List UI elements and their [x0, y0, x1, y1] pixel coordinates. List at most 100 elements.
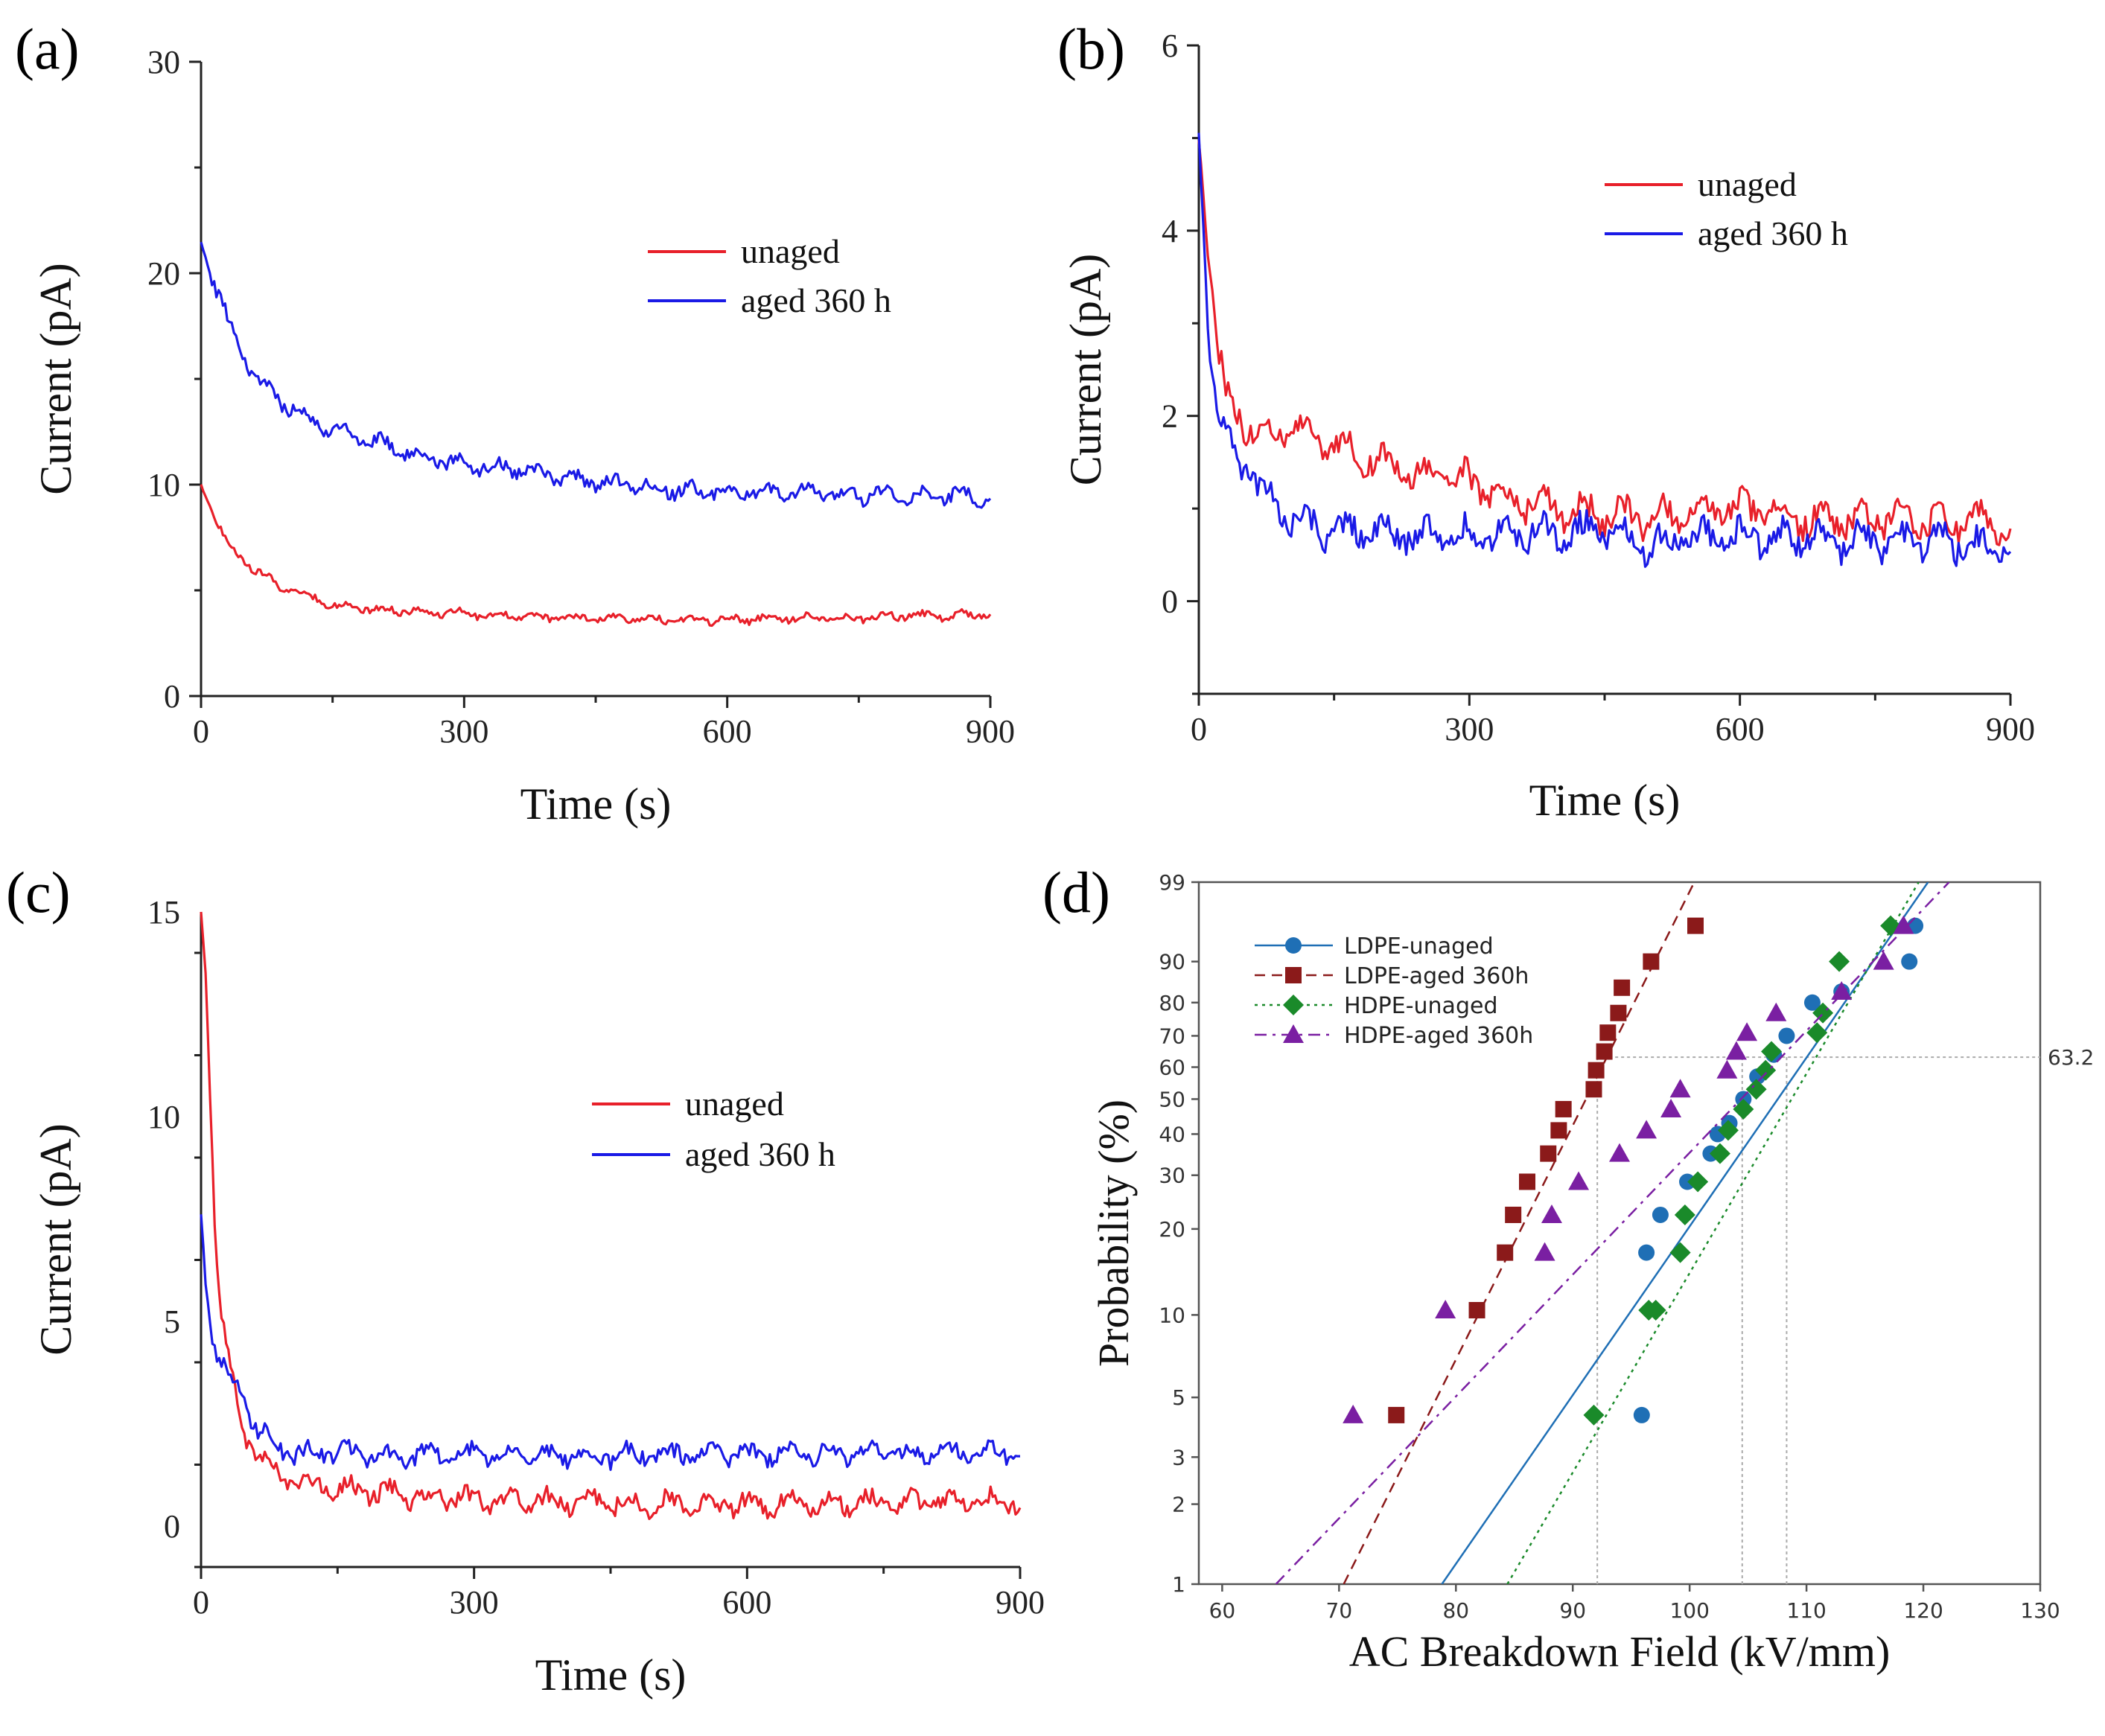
y-tick-label: 10	[147, 467, 180, 503]
y-tick-label: 0	[1162, 584, 1178, 620]
data-point-ldpe-aged-360h	[1614, 979, 1631, 996]
legend-label-unaged: unaged	[741, 232, 840, 270]
series-line-aged-360-h	[1197, 133, 2012, 568]
x-tick-label: 0	[1191, 711, 1207, 747]
data-point-hdpe-aged-360h	[1660, 1098, 1682, 1117]
y-tick-label: 2	[1162, 398, 1178, 435]
y-tick-label: 10	[1159, 1303, 1185, 1327]
legend-label-hdpe-unaged: HDPE-unaged	[1344, 993, 1497, 1019]
y-axis-title: Current (pA)	[31, 1123, 80, 1356]
x-tick-label: 110	[1786, 1598, 1826, 1623]
y-tick-label: 2	[1172, 1493, 1185, 1517]
x-axis-title: Time (s)	[535, 1650, 687, 1700]
data-point-ldpe-aged-360h	[1585, 1081, 1602, 1098]
x-tick-label: 130	[2020, 1598, 2060, 1623]
series-line-aged-360-h	[200, 1214, 1021, 1472]
y-tick-label: 60	[1159, 1055, 1185, 1079]
y-tick-label: 4	[1162, 213, 1178, 249]
series-line-unaged	[200, 911, 1022, 1520]
x-tick-label: 0	[193, 1584, 209, 1621]
data-point-ldpe-aged-360h	[1555, 1100, 1572, 1117]
x-tick-label: 300	[1445, 711, 1494, 747]
legend-label-ldpe-aged-360h: LDPE-aged 360h	[1344, 963, 1529, 989]
x-tick-label: 600	[703, 713, 752, 750]
data-point-ldpe-aged-360h	[1519, 1173, 1536, 1190]
data-point-hdpe-aged-360h	[1609, 1143, 1630, 1162]
y-tick-label: 5	[1172, 1385, 1185, 1410]
data-point-hdpe-unaged	[1709, 1143, 1730, 1164]
fit-line-ldpe-aged-360h	[1343, 882, 1695, 1584]
data-point-hdpe-aged-360h	[1636, 1120, 1657, 1139]
x-tick-label: 90	[1559, 1598, 1586, 1623]
data-point-hdpe-unaged	[1761, 1041, 1783, 1062]
data-point-ldpe-unaged	[1679, 1173, 1696, 1190]
x-tick-label: 100	[1669, 1598, 1709, 1623]
data-point-hdpe-aged-360h	[1435, 1299, 1456, 1318]
data-point-ldpe-unaged	[1778, 1027, 1795, 1044]
x-tick-label: 120	[1903, 1598, 1943, 1623]
x-axis-title: Time (s)	[520, 779, 672, 829]
series-line-unaged	[1197, 140, 2012, 546]
legend-label-aged-360-h: aged 360 h	[685, 1135, 835, 1173]
data-point-hdpe-aged-360h	[1534, 1242, 1555, 1261]
data-point-ldpe-unaged	[1638, 1244, 1655, 1261]
data-point-ldpe-aged-360h	[1643, 953, 1660, 970]
data-point-ldpe-unaged	[1901, 953, 1918, 970]
data-point-hdpe-unaged	[1687, 1171, 1709, 1193]
x-tick-label: 600	[1716, 711, 1765, 747]
panel-label-a: (a)	[15, 16, 80, 81]
y-tick-label: 3	[1172, 1445, 1185, 1469]
y-tick-label: 20	[147, 255, 180, 292]
legend-marker-hdpe-aged-360h	[1283, 1024, 1304, 1043]
panel-label-d: (d)	[1042, 860, 1110, 925]
x-axis-title: Time (s)	[1529, 776, 1681, 825]
y-tick-label: 20	[1159, 1217, 1185, 1242]
data-point-hdpe-aged-360h	[1831, 980, 1853, 1000]
data-point-hdpe-unaged	[1583, 1404, 1605, 1426]
legend-marker-ldpe-aged-360h	[1285, 967, 1302, 983]
data-point-hdpe-aged-360h	[1669, 1079, 1691, 1098]
plot-frame	[1197, 881, 2042, 1586]
y-tick-label: 10	[147, 1099, 180, 1135]
legend-marker-ldpe-unaged	[1285, 937, 1302, 954]
data-point-hdpe-aged-360h	[1765, 1002, 1787, 1021]
data-point-hdpe-unaged	[1829, 951, 1850, 972]
series-line-aged-360-h	[200, 241, 992, 509]
y-tick-label: 5	[164, 1303, 180, 1340]
x-tick-label: 300	[450, 1584, 499, 1621]
x-tick-label: 900	[966, 713, 1015, 750]
data-point-hdpe-aged-360h	[1568, 1171, 1590, 1190]
data-point-hdpe-aged-360h	[1343, 1404, 1364, 1423]
y-tick-label: 0	[164, 1508, 180, 1545]
data-point-ldpe-aged-360h	[1587, 1062, 1605, 1079]
y-tick-label: 99	[1159, 870, 1185, 895]
x-tick-label: 300	[439, 713, 488, 750]
data-point-hdpe-aged-360h	[1873, 951, 1894, 970]
fit-line-hdpe-unaged	[1506, 882, 1920, 1584]
x-tick-label: 0	[193, 713, 209, 750]
legend-label-unaged: unaged	[685, 1085, 784, 1123]
x-tick-label: 600	[722, 1584, 771, 1621]
data-point-ldpe-aged-360h	[1687, 917, 1704, 934]
data-point-ldpe-aged-360h	[1610, 1004, 1627, 1021]
x-tick-label: 80	[1442, 1598, 1469, 1623]
legend-label-ldpe-unaged: LDPE-unaged	[1344, 934, 1494, 960]
data-point-hdpe-unaged	[1806, 1022, 1828, 1044]
y-tick-label: 0	[164, 678, 180, 715]
y-tick-label: 80	[1159, 991, 1185, 1015]
x-tick-label: 70	[1326, 1598, 1353, 1623]
data-point-ldpe-aged-360h	[1505, 1206, 1522, 1223]
data-point-ldpe-unaged	[1633, 1406, 1650, 1423]
data-point-ldpe-unaged	[1803, 994, 1821, 1011]
y-axis-title: Probability (%)	[1089, 1100, 1138, 1367]
y-tick-label: 6	[1162, 28, 1178, 64]
legend-label-unaged: unaged	[1698, 165, 1797, 203]
data-point-hdpe-unaged	[1669, 1242, 1691, 1263]
data-point-ldpe-unaged	[1652, 1206, 1669, 1223]
data-point-hdpe-unaged	[1674, 1204, 1695, 1225]
legend-marker-hdpe-unaged	[1283, 995, 1304, 1015]
data-point-ldpe-aged-360h	[1599, 1024, 1617, 1041]
panel-label-c: (c)	[6, 860, 71, 925]
data-point-ldpe-aged-360h	[1550, 1122, 1567, 1139]
